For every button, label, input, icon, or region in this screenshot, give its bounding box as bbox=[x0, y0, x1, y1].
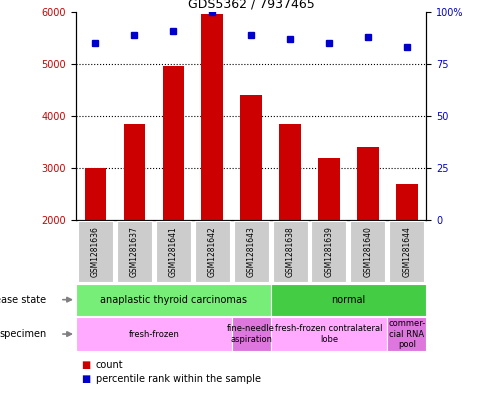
Bar bbox=[78, 221, 113, 282]
Bar bbox=[195, 221, 230, 282]
Bar bbox=[232, 317, 270, 351]
Text: fresh-frozen: fresh-frozen bbox=[128, 330, 179, 338]
Text: GSM1281637: GSM1281637 bbox=[130, 226, 139, 277]
Bar bbox=[156, 221, 191, 282]
Bar bbox=[85, 168, 106, 220]
Bar bbox=[201, 15, 223, 220]
Bar bbox=[279, 124, 301, 220]
Bar bbox=[123, 124, 145, 220]
Text: disease state: disease state bbox=[0, 295, 47, 305]
Text: percentile rank within the sample: percentile rank within the sample bbox=[96, 374, 261, 384]
Bar bbox=[272, 221, 308, 282]
Bar bbox=[270, 284, 426, 316]
Bar bbox=[117, 221, 152, 282]
Bar bbox=[163, 66, 184, 220]
Text: GSM1281638: GSM1281638 bbox=[286, 226, 294, 277]
Text: GSM1281639: GSM1281639 bbox=[324, 226, 334, 277]
Text: GSM1281640: GSM1281640 bbox=[364, 226, 372, 277]
Bar bbox=[396, 184, 417, 220]
Text: GSM1281636: GSM1281636 bbox=[91, 226, 100, 277]
Bar bbox=[318, 158, 340, 220]
Bar bbox=[357, 147, 379, 220]
Text: anaplastic thyroid carcinomas: anaplastic thyroid carcinomas bbox=[100, 295, 247, 305]
Text: GSM1281641: GSM1281641 bbox=[169, 226, 178, 277]
Text: GSM1281644: GSM1281644 bbox=[402, 226, 411, 277]
Text: commer-
cial RNA
pool: commer- cial RNA pool bbox=[388, 319, 425, 349]
Bar bbox=[76, 317, 232, 351]
Text: normal: normal bbox=[331, 295, 366, 305]
Text: count: count bbox=[96, 360, 123, 371]
Bar bbox=[390, 221, 424, 282]
Bar bbox=[312, 221, 346, 282]
Title: GDS5362 / 7937465: GDS5362 / 7937465 bbox=[188, 0, 315, 11]
Bar bbox=[350, 221, 386, 282]
Bar bbox=[241, 95, 262, 220]
Bar bbox=[388, 317, 426, 351]
Bar bbox=[270, 317, 388, 351]
Bar bbox=[76, 284, 270, 316]
Text: ■: ■ bbox=[81, 360, 90, 371]
Text: GSM1281642: GSM1281642 bbox=[208, 226, 217, 277]
Text: GSM1281643: GSM1281643 bbox=[246, 226, 256, 277]
Text: ■: ■ bbox=[81, 374, 90, 384]
Text: fresh-frozen contralateral
lobe: fresh-frozen contralateral lobe bbox=[275, 324, 383, 344]
Text: fine-needle
aspiration: fine-needle aspiration bbox=[227, 324, 275, 344]
Text: specimen: specimen bbox=[0, 329, 47, 339]
Bar bbox=[234, 221, 269, 282]
